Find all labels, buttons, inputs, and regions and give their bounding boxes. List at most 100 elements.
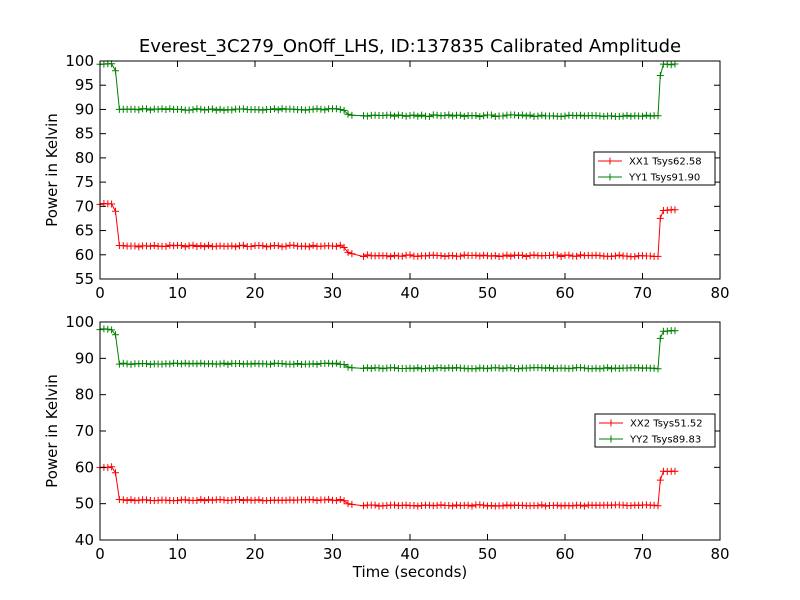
data-point xyxy=(332,242,340,250)
data-point xyxy=(671,60,679,68)
data-point xyxy=(453,501,460,509)
data-point xyxy=(220,359,228,367)
data-point xyxy=(239,497,247,504)
y-tick-label: 100 xyxy=(65,313,94,331)
y-tick-label: 65 xyxy=(75,222,94,240)
data-point xyxy=(212,106,220,114)
data-point xyxy=(654,502,662,510)
data-point xyxy=(460,112,468,120)
data-point xyxy=(360,253,367,260)
data-point xyxy=(577,501,584,509)
data-point xyxy=(259,106,267,114)
data-point xyxy=(348,500,356,508)
series-xx2 xyxy=(96,463,679,510)
data-point xyxy=(177,242,185,249)
data-point xyxy=(561,112,569,120)
data-point xyxy=(313,497,321,504)
data-point xyxy=(445,111,453,119)
y-tick-label: 95 xyxy=(75,76,94,94)
data-point xyxy=(201,106,209,114)
legend-entry: YY1 Tsys91.90 xyxy=(628,173,700,184)
top-panel: 0 10 20 30 40 50 60 70 80 55 60 65 70 75 80 85 90 95 100 Po… xyxy=(43,52,730,302)
data-point xyxy=(363,251,371,259)
x-tick-label: 0 xyxy=(95,284,105,302)
data-point xyxy=(201,243,209,251)
x-tick-label: 10 xyxy=(168,545,187,563)
y-tick-label: 60 xyxy=(75,246,94,264)
x-tick-label: 50 xyxy=(478,545,497,563)
data-point xyxy=(476,113,484,121)
data-point xyxy=(503,501,511,509)
legend-marker xyxy=(607,419,615,427)
data-point xyxy=(239,241,247,249)
data-point xyxy=(476,252,484,260)
data-point xyxy=(263,243,271,251)
data-point xyxy=(656,214,664,222)
data-point xyxy=(197,242,205,250)
x-tick-label: 80 xyxy=(710,284,729,302)
data-point xyxy=(515,365,522,373)
data-point xyxy=(313,360,321,368)
data-point xyxy=(491,252,499,260)
data-point xyxy=(553,501,561,509)
data-point xyxy=(267,360,274,368)
data-point xyxy=(627,112,635,120)
series-yy2 xyxy=(96,325,679,373)
data-point xyxy=(270,105,278,113)
data-point xyxy=(522,253,530,260)
data-point xyxy=(325,495,333,503)
data-point xyxy=(255,496,263,504)
data-point xyxy=(414,364,422,372)
data-point xyxy=(499,112,507,120)
data-point xyxy=(247,360,255,368)
data-point xyxy=(542,364,550,372)
data-point xyxy=(336,106,344,113)
data-point xyxy=(456,111,464,119)
data-point xyxy=(577,251,584,259)
data-point xyxy=(197,359,205,367)
data-point xyxy=(391,112,398,120)
data-point xyxy=(542,502,550,510)
data-point xyxy=(267,242,274,250)
data-point xyxy=(344,248,352,256)
x-axis-label: Time (seconds) xyxy=(352,563,468,581)
x-tick-label: 80 xyxy=(710,545,729,563)
data-point xyxy=(499,252,507,260)
legend-entry: XX1 Tsys62.58 xyxy=(629,157,702,168)
data-point xyxy=(348,364,356,372)
data-point xyxy=(534,502,542,510)
data-point xyxy=(317,105,325,113)
data-point xyxy=(418,111,426,119)
data-point xyxy=(146,242,154,250)
data-point xyxy=(391,501,398,509)
data-point xyxy=(623,111,631,119)
data-point xyxy=(301,242,309,250)
data-point xyxy=(104,325,112,333)
data-point xyxy=(329,360,336,368)
data-point xyxy=(325,359,333,367)
data-point xyxy=(441,252,449,260)
data-point xyxy=(348,111,356,119)
data-point xyxy=(143,360,150,368)
data-point xyxy=(205,241,212,249)
data-point xyxy=(422,252,429,260)
y-tick-label: 90 xyxy=(75,100,94,118)
data-point xyxy=(360,364,367,372)
data-point xyxy=(239,105,247,113)
data-point xyxy=(336,241,344,249)
data-point xyxy=(108,326,116,334)
data-point xyxy=(127,360,135,368)
data-point xyxy=(383,252,391,260)
data-point xyxy=(236,496,243,503)
data-point xyxy=(449,364,457,372)
y-tick-label: 80 xyxy=(75,149,94,167)
data-point xyxy=(193,243,201,250)
legend-entry: YY2 Tsys89.83 xyxy=(629,435,701,446)
data-point xyxy=(534,112,542,120)
data-point xyxy=(181,496,189,504)
data-point xyxy=(499,502,507,510)
data-point xyxy=(449,112,457,120)
data-point xyxy=(162,106,170,113)
data-point xyxy=(193,360,201,368)
legend-entry: XX2 Tsys51.52 xyxy=(630,419,703,430)
